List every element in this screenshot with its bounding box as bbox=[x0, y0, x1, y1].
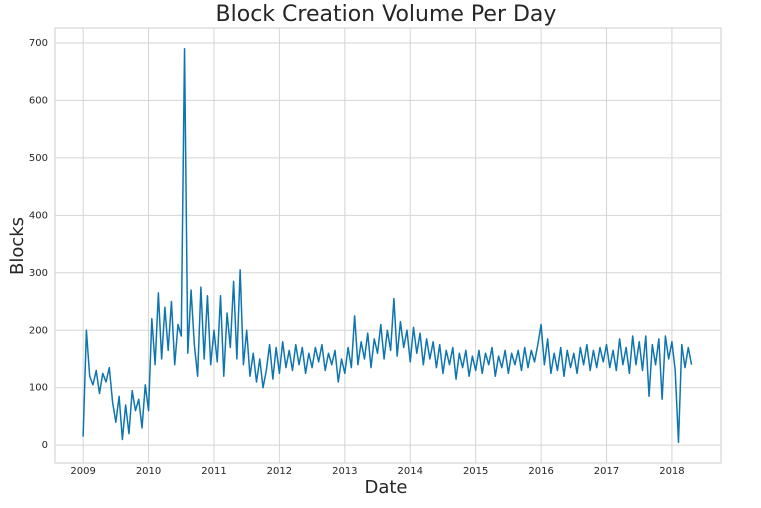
x-tick-label: 2012 bbox=[267, 466, 292, 477]
y-tick-label: 0 bbox=[42, 440, 48, 451]
x-axis-label: Date bbox=[364, 477, 407, 498]
y-tick-label: 100 bbox=[29, 383, 48, 394]
x-tick-label: 2016 bbox=[528, 466, 553, 477]
x-tick-label: 2011 bbox=[201, 466, 226, 477]
y-tick-label: 700 bbox=[29, 38, 48, 49]
x-tick-label: 2010 bbox=[136, 466, 161, 477]
x-tick-label: 2014 bbox=[398, 466, 423, 477]
y-tick-label: 200 bbox=[29, 325, 48, 336]
plot-area bbox=[54, 27, 722, 464]
x-tick-label: 2015 bbox=[463, 466, 488, 477]
y-tick-label: 400 bbox=[29, 210, 48, 221]
x-tick-label: 2013 bbox=[332, 466, 357, 477]
y-axis-label: Blocks bbox=[7, 217, 28, 275]
y-tick-label: 600 bbox=[29, 95, 48, 106]
x-tick-label: 2017 bbox=[594, 466, 619, 477]
x-tick-label: 2018 bbox=[659, 466, 684, 477]
y-tick-label: 500 bbox=[29, 153, 48, 164]
x-tick-label: 2009 bbox=[70, 466, 95, 477]
y-tick-label: 300 bbox=[29, 268, 48, 279]
chart-title: Block Creation Volume Per Day bbox=[216, 2, 557, 27]
data-line bbox=[82, 47, 693, 444]
